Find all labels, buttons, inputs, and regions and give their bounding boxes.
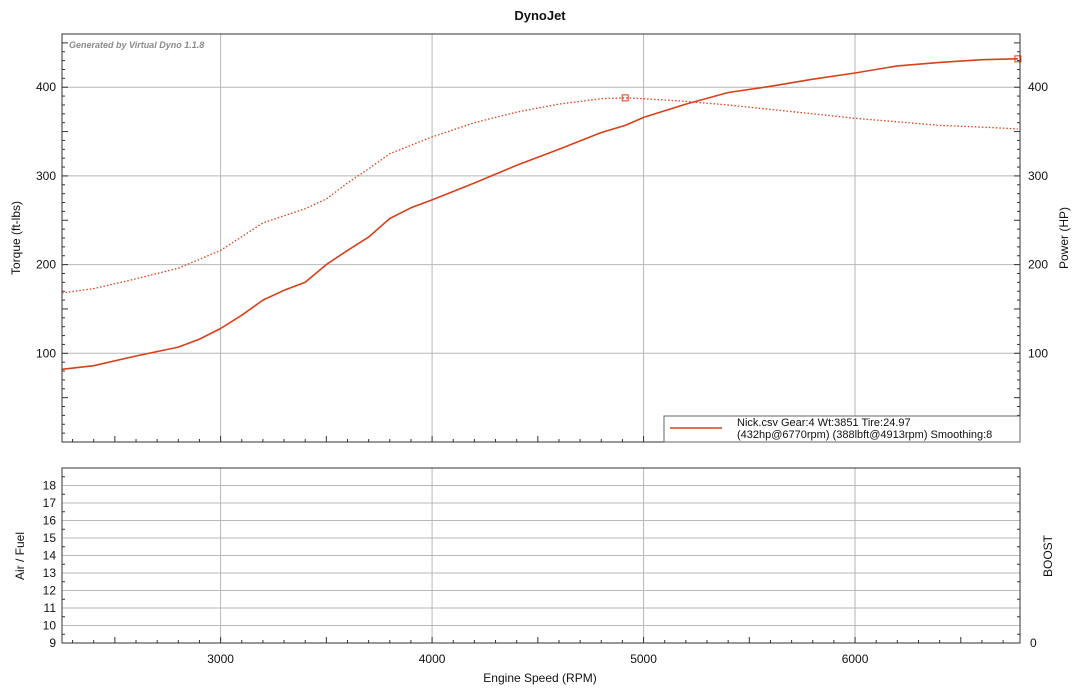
legend-line-2: (432hp@6770rpm) (388lbft@4913rpm) Smooth…	[737, 429, 992, 441]
torque-curve	[61, 97, 1018, 294]
power-axis-label: Power (HP)	[1057, 207, 1071, 269]
legend-line-1: Nick.csv Gear:4 Wt:3851 Tire:24.97	[737, 417, 911, 429]
air-fuel-plot: 9 10 11 12 13 14 15 16 17 18 0 3000 4000 5000 6000 A…	[13, 467, 1055, 685]
rpm-tick-label: 6000	[842, 652, 869, 666]
power-tick-labels: 100 200 300 400	[1028, 80, 1048, 360]
upper-plot-frame	[61, 33, 1021, 443]
watermark: Generated by Virtual Dyno 1.1.8	[69, 40, 204, 50]
power-tick-label: 100	[1028, 346, 1048, 360]
air-fuel-tick-label: 15	[43, 531, 57, 545]
boost-axis-label: BOOST	[1041, 534, 1055, 577]
chart-title: DynoJet	[514, 8, 566, 23]
power-tick-label: 300	[1028, 169, 1048, 183]
air-fuel-tick-label: 10	[43, 619, 57, 633]
air-fuel-tick-label: 18	[43, 479, 57, 493]
boost-tick-label: 0	[1030, 636, 1037, 650]
air-fuel-tick-label: 11	[44, 601, 57, 615]
torque-tick-label: 300	[36, 169, 56, 183]
rpm-tick-label: 4000	[419, 652, 446, 666]
upper-series	[61, 55, 1022, 371]
boost-tick-labels: 0	[1030, 636, 1037, 650]
power-tick-label: 400	[1028, 80, 1048, 94]
peak-power-marker	[1014, 55, 1022, 63]
air-fuel-tick-label: 17	[43, 496, 57, 510]
upper-minor-ticks	[62, 42, 1020, 442]
air-fuel-tick-label: 14	[43, 549, 57, 563]
peak-torque-marker	[621, 94, 629, 102]
rpm-tick-label: 5000	[630, 652, 657, 666]
torque-tick-label: 100	[36, 346, 56, 360]
air-fuel-tick-label: 12	[43, 584, 57, 598]
air-fuel-axis-label: Air / Fuel	[13, 532, 27, 580]
lower-minor-ticks	[62, 476, 1020, 643]
power-torque-plot: Generated by Virtual Dyno 1.1.8 100 200 30…	[9, 33, 1071, 443]
torque-tick-labels: 100 200 300 400	[36, 80, 56, 360]
air-fuel-tick-label: 16	[43, 514, 57, 528]
legend-box	[663, 415, 1021, 443]
legend: Nick.csv Gear:4 Wt:3851 Tire:24.97 (432h…	[663, 415, 1021, 443]
air-fuel-tick-labels: 9 10 11 12 13 14 15 16 17 18	[43, 479, 57, 651]
power-tick-label: 200	[1028, 258, 1048, 272]
air-fuel-tick-label: 9	[49, 636, 56, 650]
lower-plot-frame	[61, 467, 1021, 644]
upper-gridlines	[62, 34, 1020, 442]
rpm-axis-label: Engine Speed (RPM)	[483, 671, 596, 685]
rpm-tick-labels: 3000 4000 5000 6000	[207, 652, 868, 666]
air-fuel-tick-label: 13	[43, 566, 57, 580]
power-curve	[61, 58, 1018, 371]
rpm-tick-label: 3000	[207, 652, 234, 666]
torque-tick-label: 400	[36, 80, 56, 94]
lower-gridlines	[62, 468, 1020, 644]
torque-axis-label: Torque (ft-lbs)	[9, 201, 23, 275]
torque-tick-label: 200	[36, 258, 56, 272]
